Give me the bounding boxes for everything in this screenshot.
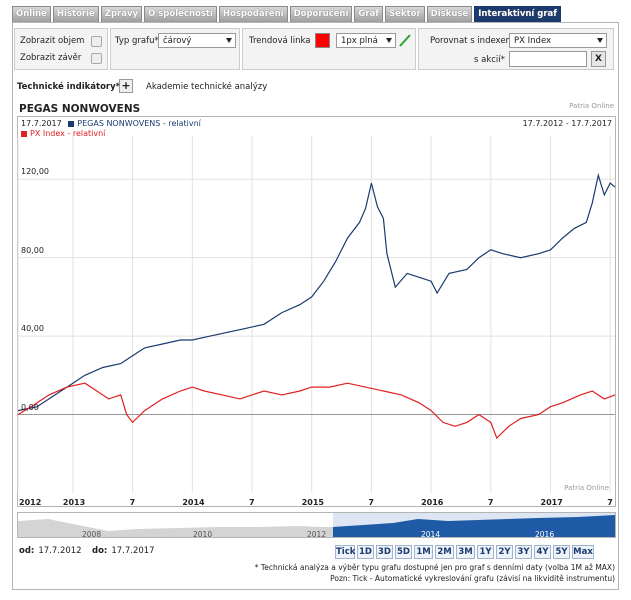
x-tick-label: 7 xyxy=(129,498,136,507)
tab-3[interactable]: O společnosti xyxy=(144,6,217,22)
academy-link[interactable]: Akademie technické analýzy xyxy=(146,82,268,92)
tab-5[interactable]: Doporučení xyxy=(289,6,353,22)
period-button-4[interactable]: 1M xyxy=(414,545,433,559)
compare-stock-label: s akcií* xyxy=(474,55,505,65)
navigator-history-area xyxy=(18,519,333,537)
tab-9[interactable]: Interaktivní graf xyxy=(474,6,561,22)
tab-4[interactable]: Hospodaření xyxy=(218,6,288,22)
y-tick-label: 80,00 xyxy=(21,245,44,255)
period-button-10[interactable]: 4Y xyxy=(534,545,551,559)
tab-8[interactable]: Diskuse xyxy=(426,6,473,22)
period-button-3[interactable]: 5D xyxy=(395,545,412,559)
navigator-year: 2008 xyxy=(82,530,102,539)
navigator-year: 2010 xyxy=(193,530,213,539)
x-tick-label: 2016 xyxy=(421,498,444,507)
navigator-year: 2014 xyxy=(421,530,441,539)
navigator-svg xyxy=(18,513,615,537)
y-tick-label: 40,00 xyxy=(21,324,44,334)
x-tick-label: 7 xyxy=(607,498,613,507)
legend-label-stock: PEGAS NONWOVENS - relativní xyxy=(77,119,201,128)
legend-swatch-stock xyxy=(68,120,75,127)
display-options xyxy=(14,28,108,70)
x-tick-label: 7 xyxy=(368,498,374,507)
pen-icon[interactable] xyxy=(398,33,412,48)
show-close-checkbox[interactable] xyxy=(91,53,102,64)
series-line-index xyxy=(17,382,616,440)
tab-0[interactable]: Online xyxy=(12,6,51,22)
chart-type-value: čárový xyxy=(163,36,192,46)
period-button-2[interactable]: 3D xyxy=(376,545,393,559)
note-1: * Technická analýza a výběr typu grafu d… xyxy=(254,563,615,572)
navigator-year: 2012 xyxy=(307,530,327,539)
date-to-label: do: xyxy=(92,546,108,556)
chevron-down-icon xyxy=(386,38,392,43)
y-tick-label: 120,00 xyxy=(21,167,49,177)
trend-line-label: Trendová linka xyxy=(249,36,311,46)
tab-7[interactable]: Sektor xyxy=(385,6,425,22)
period-button-1[interactable]: 1D xyxy=(357,545,374,559)
source-top: Patria Online xyxy=(569,102,614,110)
show-volume-checkbox[interactable] xyxy=(91,36,102,47)
legend-date: 17.7.2017 xyxy=(21,119,62,128)
x-tick-label: 2015 xyxy=(301,498,324,507)
navigator-year: 2016 xyxy=(535,530,555,539)
trend-style-select[interactable]: 1px plná xyxy=(336,33,396,48)
series-line-stock xyxy=(17,172,616,412)
chart-title: PEGAS NONWOVENS xyxy=(19,103,141,115)
compare-index-label: Porovnat s indexem* xyxy=(430,36,519,46)
date-to: do: 17.7.2017 xyxy=(92,546,155,556)
note-2: Pozn: Tick - Automatické vykreslování gr… xyxy=(330,574,615,583)
tab-2[interactable]: Zprávy xyxy=(100,6,143,22)
chart-area xyxy=(17,116,616,507)
tab-6[interactable]: Graf xyxy=(354,6,384,22)
period-button-6[interactable]: 3M xyxy=(456,545,475,559)
y-tick-label: 0,00 xyxy=(21,402,39,412)
date-from-value[interactable]: 17.7.2012 xyxy=(38,546,82,556)
legend-row-1: 17.7.2017 PEGAS NONWOVENS - relativní xyxy=(21,119,201,128)
date-from-label: od: xyxy=(19,546,35,556)
period-button-8[interactable]: 2Y xyxy=(496,545,513,559)
chart-type-select[interactable]: čárový xyxy=(158,33,236,48)
compare-stock-input[interactable] xyxy=(509,51,587,67)
compare-index-value: PX Index xyxy=(514,36,552,46)
period-button-0[interactable]: Tick xyxy=(335,545,356,559)
period-button-7[interactable]: 1Y xyxy=(477,545,494,559)
x-tick-label: 2017 xyxy=(540,498,563,507)
source-bottom: Patria Online xyxy=(564,484,609,492)
tab-1[interactable]: Historie xyxy=(52,6,99,22)
navigator-selected-area xyxy=(333,515,615,537)
period-button-12[interactable]: Max xyxy=(572,545,594,559)
show-volume-label: Zobrazit objem xyxy=(20,36,85,46)
chart-type-label: Typ grafu* xyxy=(115,36,159,46)
legend-row-2: PX Index - relativní xyxy=(21,129,105,138)
period-button-9[interactable]: 3Y xyxy=(515,545,532,559)
x-tick-label: 2013 xyxy=(62,498,86,507)
chevron-down-icon xyxy=(597,38,603,43)
legend-swatch-index xyxy=(21,130,27,137)
show-close-label: Zobrazit závěr xyxy=(20,53,82,63)
compare-index-select[interactable]: PX Index xyxy=(509,33,607,48)
clear-button[interactable]: X xyxy=(591,51,606,67)
x-tick-label: 2014 xyxy=(182,498,205,507)
trend-style-value: 1px plná xyxy=(341,36,378,46)
date-range-label: 17.7.2012 - 17.7.2017 xyxy=(522,119,612,128)
x-tick-label: 7 xyxy=(249,498,255,507)
chart-panel xyxy=(12,22,619,590)
chevron-down-icon xyxy=(226,38,232,43)
add-indicator-button[interactable]: + xyxy=(119,79,133,93)
x-tick-label: 7 xyxy=(487,498,494,507)
period-button-5[interactable]: 2M xyxy=(435,545,454,559)
legend-label-index: PX Index - relativní xyxy=(30,129,106,138)
range-navigator[interactable] xyxy=(17,512,616,538)
tab-bar: Online Historie Zprávy O společnosti Hospoda… xyxy=(12,6,561,22)
date-to-value[interactable]: 17.7.2017 xyxy=(111,546,155,556)
trend-color-swatch[interactable] xyxy=(315,33,330,48)
date-from: od: 17.7.2012 xyxy=(19,546,82,556)
period-button-11[interactable]: 5Y xyxy=(553,545,570,559)
x-tick-label: 2012 xyxy=(19,498,42,507)
tech-indicators-label: Technické indikátory*: xyxy=(17,82,124,92)
